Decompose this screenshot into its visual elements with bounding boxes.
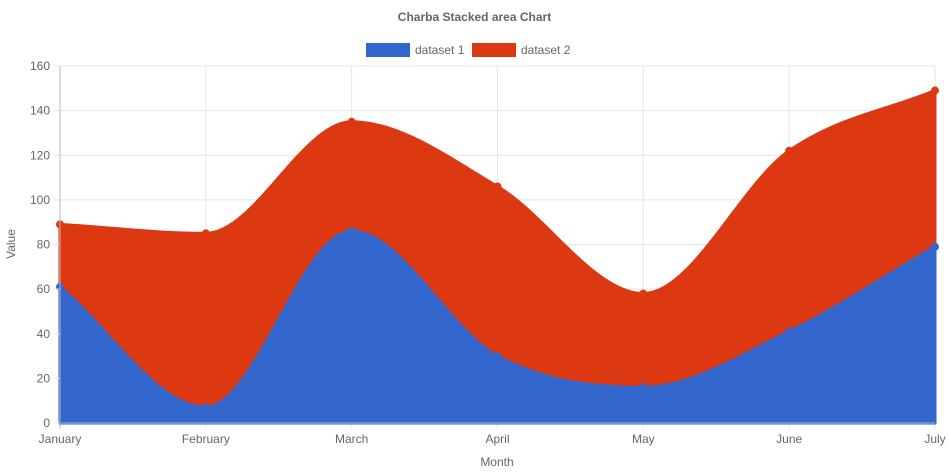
legend-label-dataset-1: dataset 1 xyxy=(415,43,465,57)
point-dataset-2-June[interactable] xyxy=(785,146,794,155)
legend-item-dataset-1[interactable]: dataset 1 xyxy=(366,43,465,57)
y-tick-label: 60 xyxy=(37,282,51,296)
legend-swatch-dataset-2 xyxy=(472,43,516,57)
legend: dataset 1 dataset 2 xyxy=(366,43,571,57)
point-dataset-1-April[interactable] xyxy=(493,352,502,361)
y-tick-label: 160 xyxy=(30,59,50,73)
point-dataset-1-July[interactable] xyxy=(931,242,939,251)
point-dataset-1-February[interactable] xyxy=(201,403,210,412)
x-tick-label: March xyxy=(335,432,368,446)
point-dataset-2-April[interactable] xyxy=(493,182,502,191)
point-dataset-2-February[interactable] xyxy=(201,229,210,238)
point-dataset-2-March[interactable] xyxy=(347,117,356,126)
y-tick-label: 120 xyxy=(30,148,50,162)
x-tick-label: June xyxy=(776,432,802,446)
chart-title: Charba Stacked area Chart xyxy=(398,10,551,24)
x-axis-title: Month xyxy=(480,455,513,469)
legend-swatch-dataset-1 xyxy=(366,43,410,57)
legend-label-dataset-2: dataset 2 xyxy=(521,43,571,57)
point-dataset-2-May[interactable] xyxy=(639,289,648,298)
x-tick-label: February xyxy=(182,432,230,446)
x-tick-label: January xyxy=(39,432,82,446)
point-dataset-2-July[interactable] xyxy=(931,86,939,95)
y-axis-title: Value xyxy=(4,229,18,259)
x-tick-label: May xyxy=(632,432,655,446)
y-tick-label: 100 xyxy=(30,193,50,207)
y-tick-label: 140 xyxy=(30,104,50,118)
point-dataset-1-June[interactable] xyxy=(785,327,794,336)
y-tick-label: 0 xyxy=(43,416,50,430)
axes: 0 20 40 60 80 100 120 140 160 January February Marc… xyxy=(30,59,946,446)
x-tick-label: April xyxy=(485,432,509,446)
y-tick-label: 40 xyxy=(37,327,51,341)
x-tick-label: July xyxy=(924,432,945,446)
y-tick-label: 80 xyxy=(37,238,51,252)
point-dataset-1-May[interactable] xyxy=(639,383,648,392)
y-tick-label: 20 xyxy=(37,371,51,385)
point-dataset-1-March[interactable] xyxy=(347,227,356,236)
legend-item-dataset-2[interactable]: dataset 2 xyxy=(472,43,571,57)
